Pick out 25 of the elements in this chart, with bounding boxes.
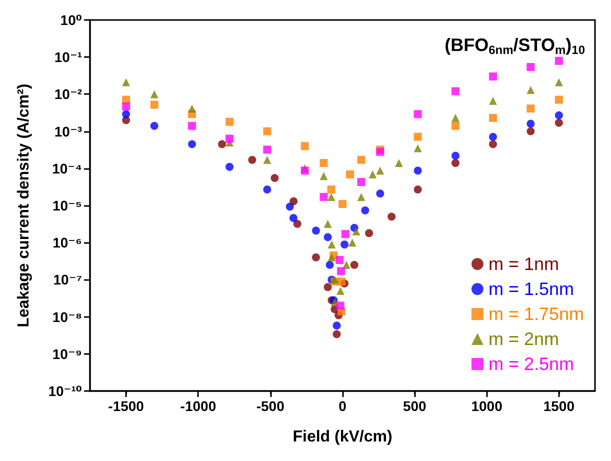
x-tick-label: -1500 [108, 398, 144, 414]
legend-label: m = 2nm [488, 329, 559, 349]
x-tick-label: -500 [256, 398, 285, 414]
y-tick-label: 10⁻⁸ [52, 308, 82, 325]
x-tick-label: 0 [338, 398, 347, 414]
legend-label: m = 1.75nm [488, 304, 584, 324]
y-tick-label: 10⁻⁴ [52, 160, 82, 176]
x-tick-label: 500 [402, 398, 427, 414]
legend-label: m = 2.5nm [488, 354, 574, 374]
y-tick-label: 10⁰ [60, 12, 82, 28]
y-tick-label: 10⁻¹ [54, 49, 82, 66]
x-axis-title: Field (kV/cm) [292, 428, 392, 446]
y-tick-label: 10⁻⁵ [52, 198, 82, 214]
y-tick-label: 10⁻² [54, 86, 82, 102]
legend-label: m = 1.5nm [488, 279, 574, 299]
y-axis-title: Leakage current density (A/cm²) [16, 84, 32, 328]
y-tick-label: 10⁻⁷ [53, 272, 82, 288]
y-tick-label: 10⁻⁹ [52, 346, 82, 362]
x-tick-label: 1000 [471, 398, 503, 414]
y-tick-label: 10⁻³ [54, 123, 82, 140]
y-tick-label: 10⁻¹⁰ [48, 383, 82, 399]
x-tick-label: 1500 [543, 398, 575, 414]
x-tick-label: -1000 [180, 398, 216, 414]
y-tick-label: 10⁻⁶ [52, 234, 82, 251]
legend-label: m = 1nm [488, 254, 559, 274]
